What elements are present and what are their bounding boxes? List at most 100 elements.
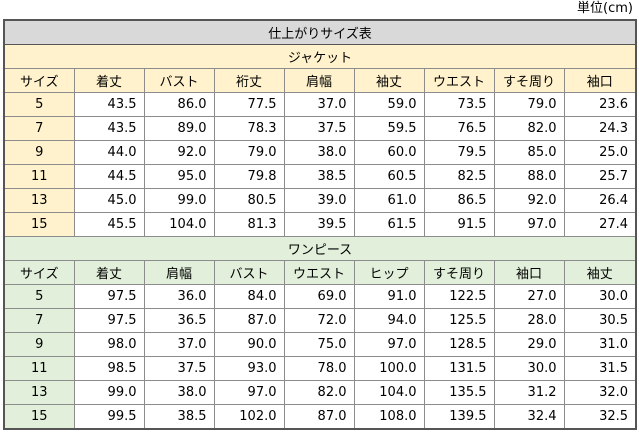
dress-value-cell: 87.0 bbox=[213, 308, 285, 333]
dress-value-cell: 30.0 bbox=[563, 284, 638, 309]
dress-value-cell: 78.0 bbox=[283, 356, 355, 381]
table-row: 9 98.0 37.0 90.0 75.0 97.0 128.5 29.0 31.0 bbox=[3, 332, 638, 357]
jacket-value-cell: 38.5 bbox=[283, 164, 355, 189]
dress-value-cell: 28.0 bbox=[493, 308, 565, 333]
title-row: 仕上がりサイズ表 bbox=[2, 19, 638, 45]
jacket-value-cell: 59.5 bbox=[353, 116, 425, 141]
jacket-value-cell: 38.0 bbox=[283, 140, 355, 165]
dress-value-cell: 36.5 bbox=[143, 308, 215, 333]
table-row: 5 97.5 36.0 84.0 69.0 91.0 122.5 27.0 30.0 bbox=[3, 284, 638, 309]
jacket-value-cell: 78.3 bbox=[213, 116, 285, 141]
jacket-value-cell: 73.5 bbox=[423, 92, 495, 117]
dress-value-cell: 87.0 bbox=[283, 404, 355, 430]
dress-value-cell: 97.5 bbox=[73, 308, 145, 333]
jacket-value-cell: 44.5 bbox=[73, 164, 145, 189]
dress-value-cell: 94.0 bbox=[353, 308, 425, 333]
dress-value-cell: 125.5 bbox=[423, 308, 495, 333]
jacket-column-header: 着丈 bbox=[73, 68, 145, 93]
dress-value-cell: 38.5 bbox=[143, 404, 215, 430]
dress-value-cell: 91.0 bbox=[353, 284, 425, 309]
jacket-value-cell: 44.0 bbox=[73, 140, 145, 165]
dress-column-header: サイズ bbox=[3, 260, 75, 285]
jacket-value-cell: 81.3 bbox=[213, 212, 285, 237]
dress-value-cell: 100.0 bbox=[353, 356, 425, 381]
jacket-value-cell: 24.3 bbox=[563, 116, 638, 141]
jacket-size-cell: 15 bbox=[3, 212, 75, 237]
dress-value-cell: 32.4 bbox=[493, 404, 565, 430]
dress-value-cell: 99.0 bbox=[73, 380, 145, 405]
dress-value-cell: 31.2 bbox=[493, 380, 565, 405]
jacket-value-cell: 61.0 bbox=[353, 188, 425, 213]
table-title: 仕上がりサイズ表 bbox=[2, 19, 638, 45]
dress-value-cell: 72.0 bbox=[283, 308, 355, 333]
jacket-value-cell: 85.0 bbox=[493, 140, 565, 165]
dress-value-cell: 37.0 bbox=[143, 332, 215, 357]
dress-column-header: 着丈 bbox=[73, 260, 145, 285]
dress-value-cell: 30.0 bbox=[493, 356, 565, 381]
jacket-value-cell: 25.7 bbox=[563, 164, 638, 189]
table-row: 13 99.0 38.0 97.0 82.0 104.0 135.5 31.2 32.0 bbox=[3, 380, 638, 405]
jacket-column-header: 袖口 bbox=[563, 68, 638, 93]
dress-value-cell: 38.0 bbox=[143, 380, 215, 405]
jacket-size-cell: 7 bbox=[3, 116, 75, 141]
table-row: 13 45.0 99.0 80.5 39.0 61.0 86.5 92.0 26.4 bbox=[3, 188, 638, 213]
jacket-value-cell: 80.5 bbox=[213, 188, 285, 213]
jacket-size-cell: 9 bbox=[3, 140, 75, 165]
jacket-section-row: ジャケット bbox=[2, 44, 638, 69]
jacket-value-cell: 82.0 bbox=[493, 116, 565, 141]
jacket-value-cell: 79.0 bbox=[213, 140, 285, 165]
jacket-value-cell: 91.5 bbox=[423, 212, 495, 237]
size-chart-table: 仕上がりサイズ表 ジャケット サイズ 着丈 バスト 裄丈 肩幅 袖丈 ウエスト すそ周り 袖口 5… bbox=[2, 19, 638, 430]
jacket-value-cell: 45.5 bbox=[73, 212, 145, 237]
jacket-column-header: 袖丈 bbox=[353, 68, 425, 93]
dress-section-label: ワンピース bbox=[2, 236, 638, 261]
size-chart-body: 仕上がりサイズ表 ジャケット サイズ 着丈 バスト 裄丈 肩幅 袖丈 ウエスト すそ周り 袖口 5… bbox=[2, 19, 638, 430]
dress-value-cell: 84.0 bbox=[213, 284, 285, 309]
dress-value-cell: 90.0 bbox=[213, 332, 285, 357]
jacket-value-cell: 86.0 bbox=[143, 92, 215, 117]
jacket-value-cell: 25.0 bbox=[563, 140, 638, 165]
unit-label: 単位(cm) bbox=[577, 1, 633, 16]
table-row: 11 44.5 95.0 79.8 38.5 60.5 82.5 88.0 25.7 bbox=[3, 164, 638, 189]
dress-size-cell: 13 bbox=[3, 380, 75, 405]
dress-value-cell: 98.5 bbox=[73, 356, 145, 381]
dress-value-cell: 82.0 bbox=[283, 380, 355, 405]
table-row: 11 98.5 37.5 93.0 78.0 100.0 131.5 30.0 31.5 bbox=[3, 356, 638, 381]
jacket-value-cell: 104.0 bbox=[143, 212, 215, 237]
dress-size-cell: 15 bbox=[3, 404, 75, 430]
dress-header-row: サイズ 着丈 肩幅 バスト ウエスト ヒップ すそ周り 袖口 袖丈 bbox=[3, 260, 638, 285]
jacket-column-header: ウエスト bbox=[423, 68, 495, 93]
jacket-value-cell: 99.0 bbox=[143, 188, 215, 213]
dress-size-cell: 5 bbox=[3, 284, 75, 309]
dress-value-cell: 31.5 bbox=[563, 356, 638, 381]
jacket-value-cell: 37.0 bbox=[283, 92, 355, 117]
dress-value-cell: 32.0 bbox=[563, 380, 638, 405]
jacket-header-row: サイズ 着丈 バスト 裄丈 肩幅 袖丈 ウエスト すそ周り 袖口 bbox=[3, 68, 638, 93]
dress-value-cell: 30.5 bbox=[563, 308, 638, 333]
jacket-section-label: ジャケット bbox=[2, 44, 638, 69]
jacket-value-cell: 45.0 bbox=[73, 188, 145, 213]
dress-column-header: ウエスト bbox=[283, 260, 355, 285]
jacket-value-cell: 27.4 bbox=[563, 212, 638, 237]
jacket-value-cell: 37.5 bbox=[283, 116, 355, 141]
jacket-column-header: すそ周り bbox=[493, 68, 565, 93]
jacket-value-cell: 61.5 bbox=[353, 212, 425, 237]
dress-value-cell: 102.0 bbox=[213, 404, 285, 430]
dress-size-cell: 7 bbox=[3, 308, 75, 333]
jacket-column-header: 肩幅 bbox=[283, 68, 355, 93]
jacket-column-header: バスト bbox=[143, 68, 215, 93]
dress-column-header: 肩幅 bbox=[143, 260, 215, 285]
dress-value-cell: 135.5 bbox=[423, 380, 495, 405]
dress-column-header: すそ周り bbox=[423, 260, 495, 285]
dress-value-cell: 32.5 bbox=[563, 404, 638, 430]
jacket-value-cell: 43.5 bbox=[73, 116, 145, 141]
dress-value-cell: 108.0 bbox=[353, 404, 425, 430]
jacket-size-cell: 11 bbox=[3, 164, 75, 189]
dress-column-header: バスト bbox=[213, 260, 285, 285]
dress-value-cell: 36.0 bbox=[143, 284, 215, 309]
jacket-size-cell: 5 bbox=[3, 92, 75, 117]
dress-value-cell: 139.5 bbox=[423, 404, 495, 430]
table-row: 15 99.5 38.5 102.0 87.0 108.0 139.5 32.4 32.5 bbox=[3, 404, 638, 430]
dress-size-cell: 9 bbox=[3, 332, 75, 357]
dress-value-cell: 31.0 bbox=[563, 332, 638, 357]
